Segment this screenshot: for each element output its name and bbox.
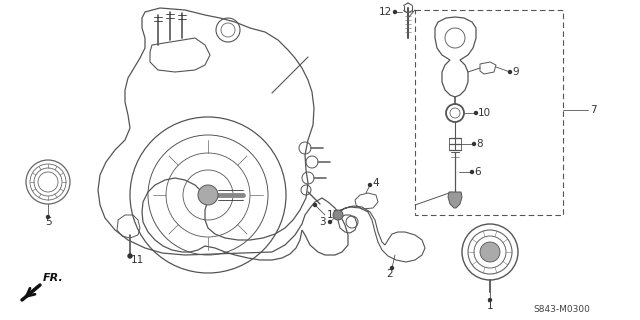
Text: 8: 8: [476, 139, 483, 149]
Text: 5: 5: [45, 217, 51, 227]
Circle shape: [480, 242, 500, 262]
Text: 12: 12: [379, 7, 392, 17]
Circle shape: [328, 220, 332, 223]
Text: 11: 11: [131, 255, 144, 265]
Circle shape: [390, 267, 394, 269]
Text: 6: 6: [474, 167, 481, 177]
Circle shape: [198, 185, 218, 205]
Text: 11: 11: [327, 210, 340, 220]
Polygon shape: [448, 192, 462, 208]
Text: S843-M0300: S843-M0300: [533, 305, 590, 314]
Text: 4: 4: [372, 178, 379, 188]
Circle shape: [128, 254, 132, 258]
Text: FR.: FR.: [43, 273, 64, 283]
Circle shape: [333, 210, 343, 220]
Text: 9: 9: [512, 67, 518, 77]
Text: 1: 1: [486, 301, 493, 311]
Text: 2: 2: [387, 269, 394, 279]
Text: 10: 10: [478, 108, 491, 118]
Text: 7: 7: [590, 105, 596, 115]
Circle shape: [394, 11, 397, 13]
Bar: [415, 10, 563, 215]
Text: 3: 3: [319, 217, 326, 227]
Circle shape: [509, 70, 511, 74]
Circle shape: [314, 204, 317, 206]
Circle shape: [474, 111, 477, 115]
Circle shape: [470, 171, 474, 173]
Circle shape: [488, 299, 492, 301]
Circle shape: [47, 215, 49, 219]
Circle shape: [472, 142, 476, 146]
Circle shape: [369, 183, 371, 187]
